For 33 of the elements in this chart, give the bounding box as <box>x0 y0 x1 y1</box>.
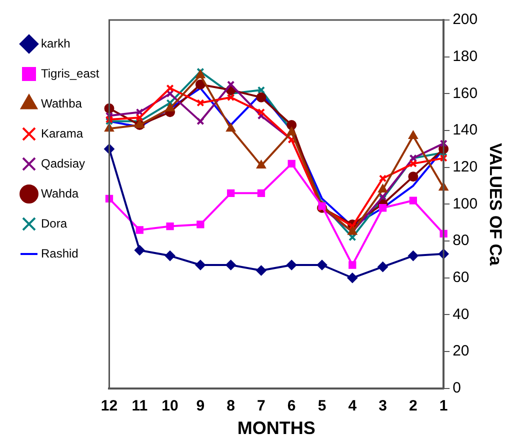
x-tick-label: 4 <box>348 398 358 415</box>
legend-label: Wahda <box>41 186 79 200</box>
y-tick-label: 120 <box>452 158 478 176</box>
x-tick-label: 11 <box>132 398 148 415</box>
x-tick-label: 5 <box>318 398 326 415</box>
y-tick-label: 20 <box>452 342 470 360</box>
x-tick-label: 6 <box>287 398 296 415</box>
legend-label: karkh <box>41 36 70 50</box>
x-tick-label: 9 <box>196 398 205 415</box>
y-tick-label: 180 <box>452 48 478 65</box>
x-tick-label: 1 <box>439 398 448 415</box>
y-tick-label: 80 <box>452 232 470 250</box>
legend-label: Rashid <box>41 246 78 260</box>
y-tick-label: 40 <box>452 306 470 323</box>
x-axis-title: MONTHS <box>237 418 316 438</box>
legend-label: Dora <box>41 216 68 230</box>
legend-label: Karama <box>41 126 84 140</box>
y-tick-label: 160 <box>452 84 478 102</box>
y-tick-label: 100 <box>452 195 478 212</box>
x-tick-label: 7 <box>257 398 266 415</box>
legend-label: Tigris_east <box>41 66 100 80</box>
y-tick-label: 0 <box>452 380 461 397</box>
x-tick-label: 2 <box>409 398 418 415</box>
y-tick-label: 200 <box>452 11 478 28</box>
y-axis-title: VALUES OF Ca <box>486 142 506 266</box>
x-tick-label: 10 <box>162 398 178 415</box>
x-tick-label: 3 <box>378 398 387 415</box>
legend-label: Wathba <box>41 96 82 110</box>
y-tick-label: 60 <box>452 269 470 286</box>
x-tick-label: 8 <box>226 398 235 415</box>
y-tick-label: 140 <box>452 122 478 139</box>
legend-label: Qadsiay <box>41 156 86 170</box>
x-tick-label: 12 <box>100 398 118 415</box>
